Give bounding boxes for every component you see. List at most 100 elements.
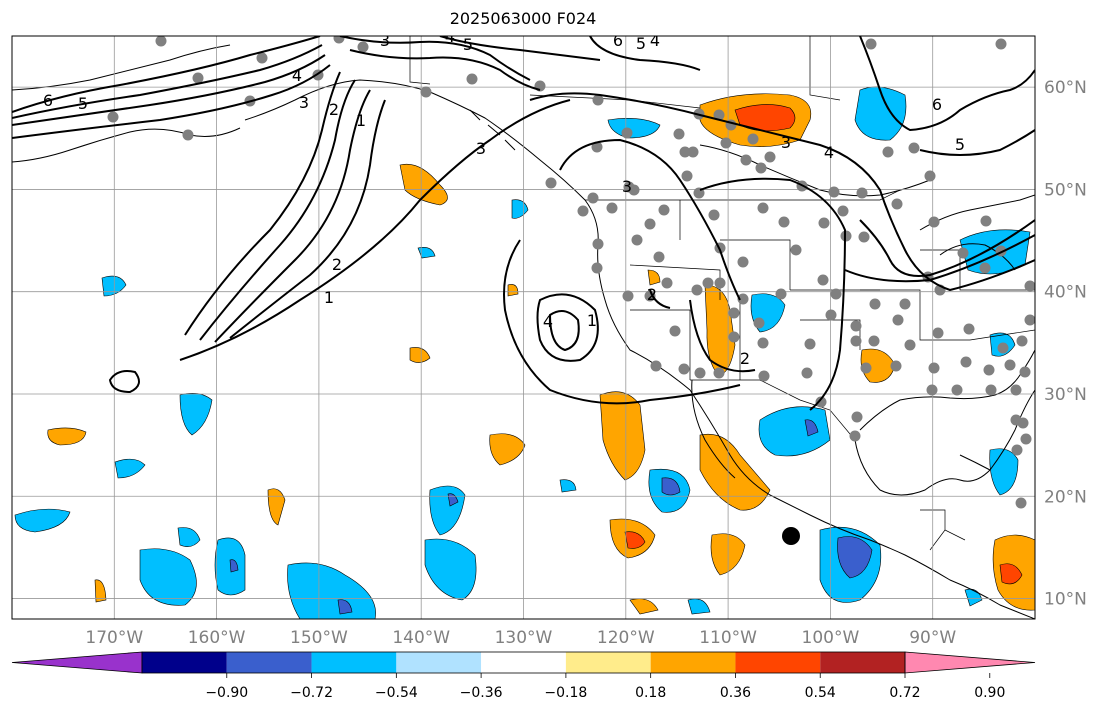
station-dot — [591, 262, 603, 274]
station-dot — [818, 217, 830, 229]
station-dot — [849, 430, 861, 442]
colorbar-min-extension — [11, 651, 143, 674]
colorbar-segment — [226, 652, 312, 673]
contour-label: 4 — [650, 31, 660, 50]
longitude-label: 110°W — [699, 628, 757, 648]
map-frame — [11, 35, 1036, 620]
station-dot — [737, 256, 749, 268]
station-dot — [606, 202, 618, 214]
station-dot — [758, 370, 770, 382]
station-dot — [644, 290, 656, 302]
contour-label: 2 — [332, 255, 342, 274]
latitude-label: 20°N — [1044, 487, 1087, 507]
station-dot — [1010, 384, 1022, 396]
colorbar-segment — [820, 652, 905, 673]
station-dot — [778, 216, 790, 228]
latitude-label: 10°N — [1044, 590, 1087, 610]
political-borders — [409, 36, 1035, 551]
station-dot — [592, 238, 604, 250]
station-dot — [951, 384, 963, 396]
station-dot — [587, 192, 599, 204]
station-dot — [1024, 280, 1035, 292]
station-dot — [713, 109, 725, 121]
station-dot — [107, 111, 119, 123]
station-dot — [997, 342, 1009, 354]
station-dot — [837, 205, 849, 217]
station-dot — [924, 170, 936, 182]
station-dot — [757, 337, 769, 349]
colorbar-segment — [650, 652, 736, 673]
station-dot — [621, 127, 633, 139]
station-dot — [577, 205, 589, 217]
station-dot — [694, 367, 706, 379]
contour-label: 3 — [622, 177, 632, 196]
colorbar-segment — [565, 652, 651, 673]
station-dot — [979, 262, 991, 274]
contour-label: 3 — [380, 31, 390, 50]
station-dot — [192, 72, 204, 84]
station-dot — [775, 288, 787, 300]
station-dot — [1011, 444, 1023, 456]
station-dot — [960, 356, 972, 368]
colorbar-tick-label: 0.18 — [635, 685, 666, 701]
station-dot — [747, 133, 759, 145]
contour-label: 2 — [740, 349, 750, 368]
longitude-label: 150°W — [290, 628, 348, 648]
station-dot — [1019, 366, 1031, 378]
station-dot — [804, 338, 816, 350]
station-dot — [890, 360, 902, 372]
station-dot — [681, 170, 693, 182]
station-dot — [679, 146, 691, 158]
station-dot — [926, 384, 938, 396]
station-dot — [1024, 314, 1035, 326]
station-dot — [420, 86, 432, 98]
station-dot — [995, 38, 1007, 50]
contour-label: 2 — [329, 100, 339, 119]
station-dot — [757, 202, 769, 214]
station-dot — [801, 367, 813, 379]
contour-label: 5 — [463, 35, 473, 54]
longitude-label: 140°W — [392, 628, 450, 648]
contour-label: 6 — [43, 91, 53, 110]
station-dot — [155, 36, 167, 47]
station-dot — [928, 216, 940, 228]
station-dot — [728, 331, 740, 343]
station-dot — [687, 146, 699, 158]
station-dot — [904, 339, 916, 351]
station-dot — [661, 277, 673, 289]
latitude-label: 60°N — [1044, 78, 1087, 98]
colorbar-tick-label: 0.54 — [805, 685, 836, 701]
contour-label: 1 — [324, 288, 334, 307]
colorbar-tick-label: −0.36 — [460, 685, 503, 701]
contour-label: 6 — [932, 95, 942, 114]
station-dot — [669, 325, 681, 337]
contour-label: 4 — [543, 312, 553, 331]
lat-lon-grid — [12, 36, 1035, 619]
station-dot — [678, 363, 690, 375]
station-dot — [983, 364, 995, 376]
station-dot — [817, 274, 829, 286]
contour-label: 5 — [955, 135, 965, 154]
colorbar-tick-label: −0.54 — [375, 685, 418, 701]
longitude-labels: 170°W 160°W 150°W 140°W 130°W 120°W 110°W 100°W… — [85, 628, 956, 648]
station-dot — [892, 314, 904, 326]
colorbar-segment — [396, 652, 482, 673]
longitude-label: 120°W — [597, 628, 655, 648]
station-dot — [825, 309, 837, 321]
station-dot — [182, 129, 194, 141]
location-marker — [782, 527, 800, 545]
map-title: 2025063000 F024 — [449, 9, 597, 28]
contour-label: 4 — [445, 27, 455, 46]
colorbar-tick-label: −0.90 — [205, 685, 248, 701]
station-dot — [851, 411, 863, 423]
station-dot — [815, 396, 827, 408]
station-dot — [963, 323, 975, 335]
contour-label: 1 — [356, 111, 366, 130]
colorbar-outline — [141, 651, 906, 674]
negative-anomaly-areas — [14, 86, 1031, 619]
station-dot — [1010, 414, 1022, 426]
colorbar-tick-labels: −0.90 −0.72 −0.54 −0.36 −0.18 0.18 0.36 0.54 0.7… — [205, 673, 1005, 701]
